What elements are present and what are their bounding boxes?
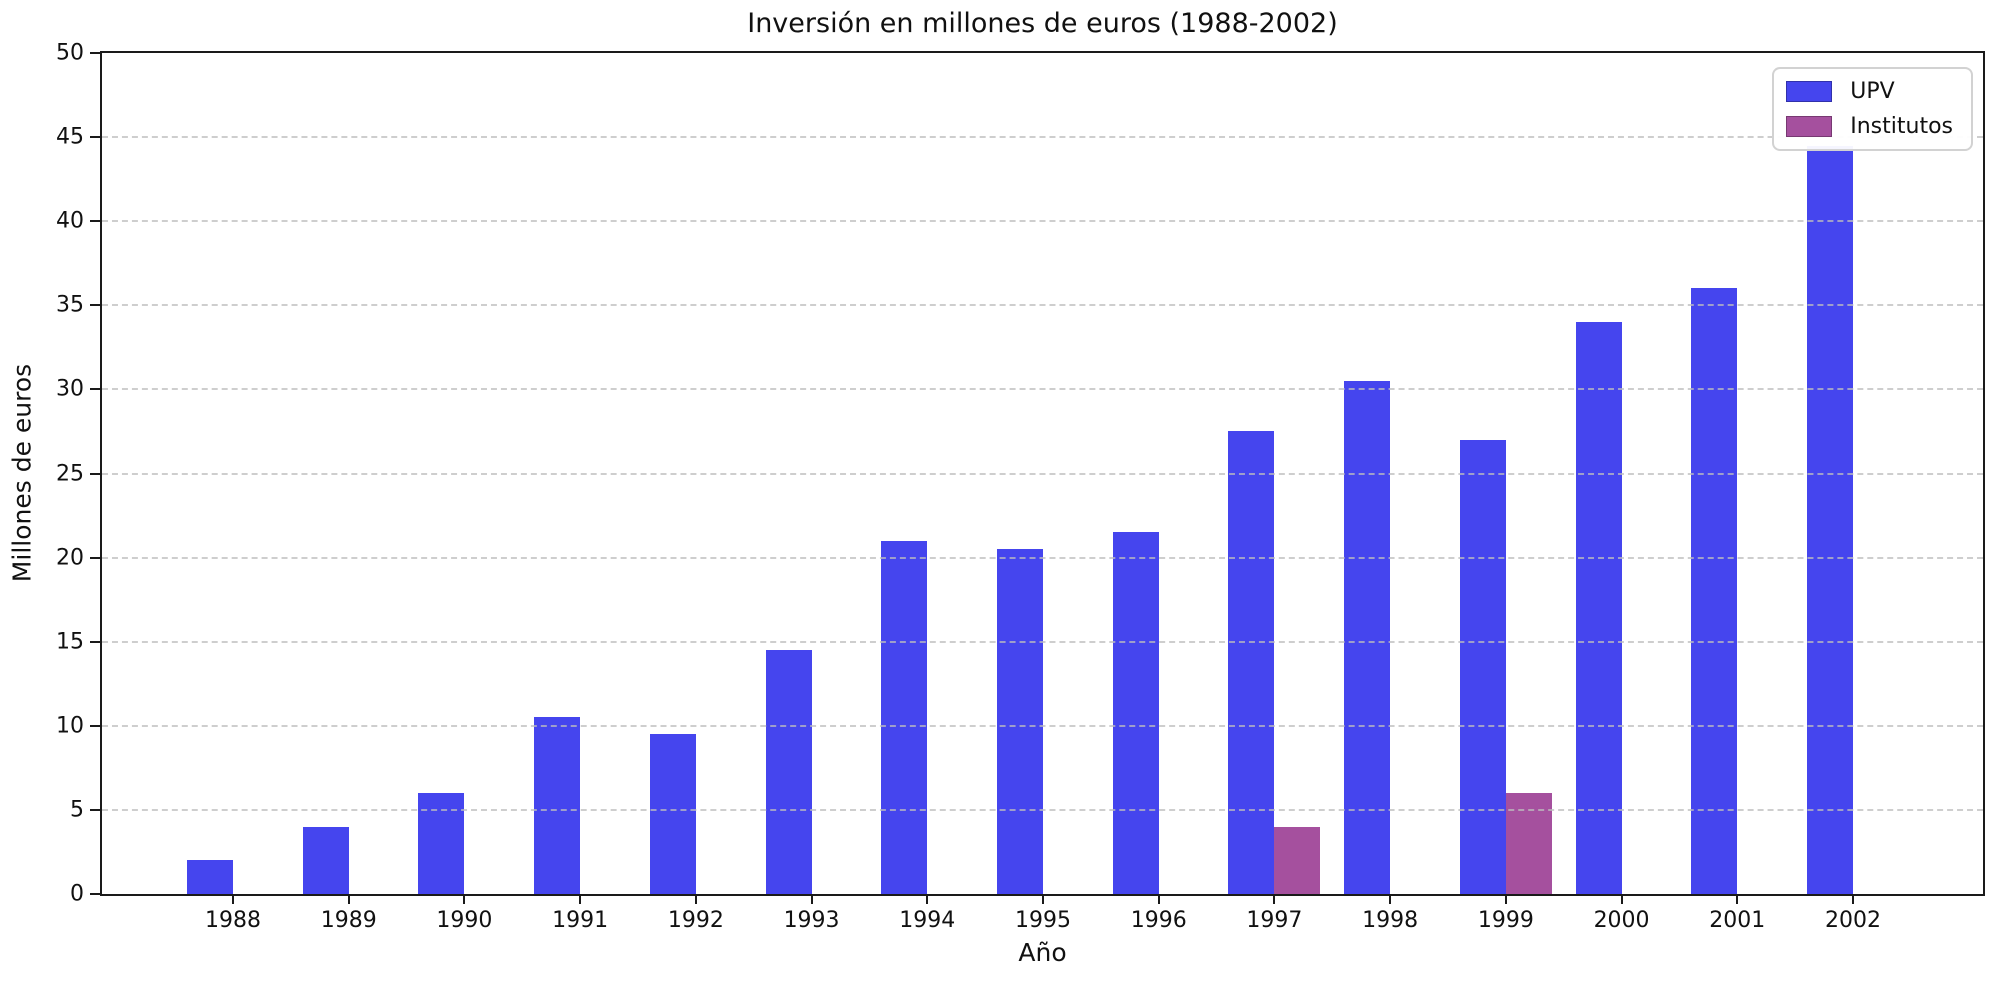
y-tick-label-35: 35	[56, 292, 84, 318]
x-tick-mark-1992	[694, 894, 697, 904]
x-tick-label-1988: 1988	[205, 908, 261, 933]
x-tick-label-1998: 1998	[1362, 908, 1419, 933]
gridline-y-25	[102, 472, 1983, 475]
y-axis-label: Millones de euros	[7, 363, 37, 583]
y-tick-mark-45	[90, 136, 100, 139]
y-tick-label-40: 40	[56, 208, 84, 234]
gridline-y-5	[102, 808, 1983, 811]
bar-upv-1996	[1112, 532, 1159, 894]
x-tick-label-1997: 1997	[1246, 908, 1303, 933]
bar-upv-1991	[534, 717, 581, 894]
legend-swatch-upv	[1786, 81, 1833, 102]
y-tick-label-0: 0	[70, 881, 84, 907]
x-tick-label-1993: 1993	[783, 908, 840, 933]
x-tick-mark-1994	[926, 894, 929, 904]
y-tick-mark-25	[90, 472, 100, 475]
bar-upv-1995	[997, 549, 1043, 894]
gridline-y-10	[102, 724, 1983, 727]
legend-entry-upv: UPV	[1786, 79, 1953, 104]
gridline-y-15	[102, 640, 1983, 643]
y-tick-mark-10	[90, 724, 100, 727]
x-tick-mark-1993	[810, 894, 813, 904]
x-tick-mark-1988	[232, 894, 234, 904]
bar-institutos-1997	[1274, 826, 1321, 894]
x-tick-label-2000: 2000	[1593, 908, 1650, 933]
x-tick-label-1991: 1991	[552, 908, 609, 933]
bar-upv-1994	[881, 540, 928, 894]
y-tick-label-45: 45	[56, 124, 84, 150]
y-tick-label-30: 30	[56, 376, 84, 402]
legend: UPV Institutos	[1772, 67, 1973, 151]
x-tick-label-1994: 1994	[899, 908, 956, 933]
gridline-y-35	[102, 304, 1983, 307]
x-tick-mark-2002	[1852, 894, 1854, 904]
y-tick-mark-40	[90, 220, 100, 223]
x-axis-label: Año	[1018, 938, 1067, 967]
x-tick-label-1989: 1989	[320, 908, 377, 933]
bar-upv-1993	[765, 650, 812, 894]
y-tick-mark-50	[90, 52, 100, 54]
bar-upv-1992	[649, 734, 696, 894]
x-tick-label-1995: 1995	[1015, 908, 1071, 933]
gridline-y-40	[102, 220, 1983, 223]
x-tick-label-1992: 1992	[667, 908, 724, 933]
y-tick-label-15: 15	[56, 629, 84, 655]
y-tick-mark-20	[90, 556, 100, 559]
bar-upv-1999	[1459, 439, 1506, 894]
x-tick-mark-1991	[579, 894, 582, 904]
legend-swatch-institutos	[1786, 116, 1833, 137]
y-tick-label-20: 20	[56, 545, 84, 571]
gridline-y-20	[102, 556, 1983, 559]
x-tick-mark-2000	[1620, 894, 1623, 904]
x-tick-mark-1989	[347, 894, 350, 904]
bar-upv-2002	[1807, 145, 1853, 894]
bar-upv-1997	[1228, 431, 1275, 894]
gridline-y-45	[102, 136, 1983, 139]
y-tick-mark-15	[90, 640, 100, 643]
bar-upv-1998	[1344, 381, 1391, 894]
x-tick-mark-1997	[1273, 894, 1276, 904]
x-tick-mark-1995	[1042, 894, 1044, 904]
x-tick-label-2001: 2001	[1709, 908, 1766, 933]
x-tick-mark-1998	[1389, 894, 1392, 904]
legend-entry-institutos: Institutos	[1786, 114, 1953, 139]
y-tick-mark-30	[90, 388, 100, 391]
bar-upv-1988	[187, 860, 233, 894]
bar-upv-2000	[1575, 322, 1622, 894]
y-tick-label-50: 50	[56, 40, 84, 66]
chart-title: Inversión en millones de euros (1988-200…	[747, 8, 1338, 39]
gridline-y-30	[102, 388, 1983, 391]
y-tick-mark-5	[90, 808, 100, 811]
x-tick-mark-1999	[1504, 894, 1507, 904]
bar-upv-2001	[1691, 288, 1738, 894]
x-tick-mark-2001	[1736, 894, 1739, 904]
x-tick-label-1999: 1999	[1477, 908, 1534, 933]
legend-label-upv: UPV	[1850, 79, 1895, 104]
bar-upv-1989	[302, 826, 349, 894]
x-tick-label-2002: 2002	[1825, 908, 1881, 933]
x-tick-label-1990: 1990	[436, 908, 493, 933]
legend-label-institutos: Institutos	[1850, 114, 1953, 139]
plot-area: UPV Institutos 0 5 10 15 20 25 30 35 40 45 50 1988 1…	[56, 41, 1985, 933]
x-tick-mark-1996	[1157, 894, 1160, 904]
y-tick-label-25: 25	[56, 461, 84, 486]
y-tick-label-10: 10	[56, 713, 84, 739]
x-tick-mark-1990	[463, 894, 466, 904]
y-tick-mark-0	[90, 893, 100, 895]
x-tick-label-1996: 1996	[1130, 908, 1187, 933]
y-tick-mark-35	[90, 304, 100, 307]
y-tick-label-5: 5	[70, 797, 84, 823]
